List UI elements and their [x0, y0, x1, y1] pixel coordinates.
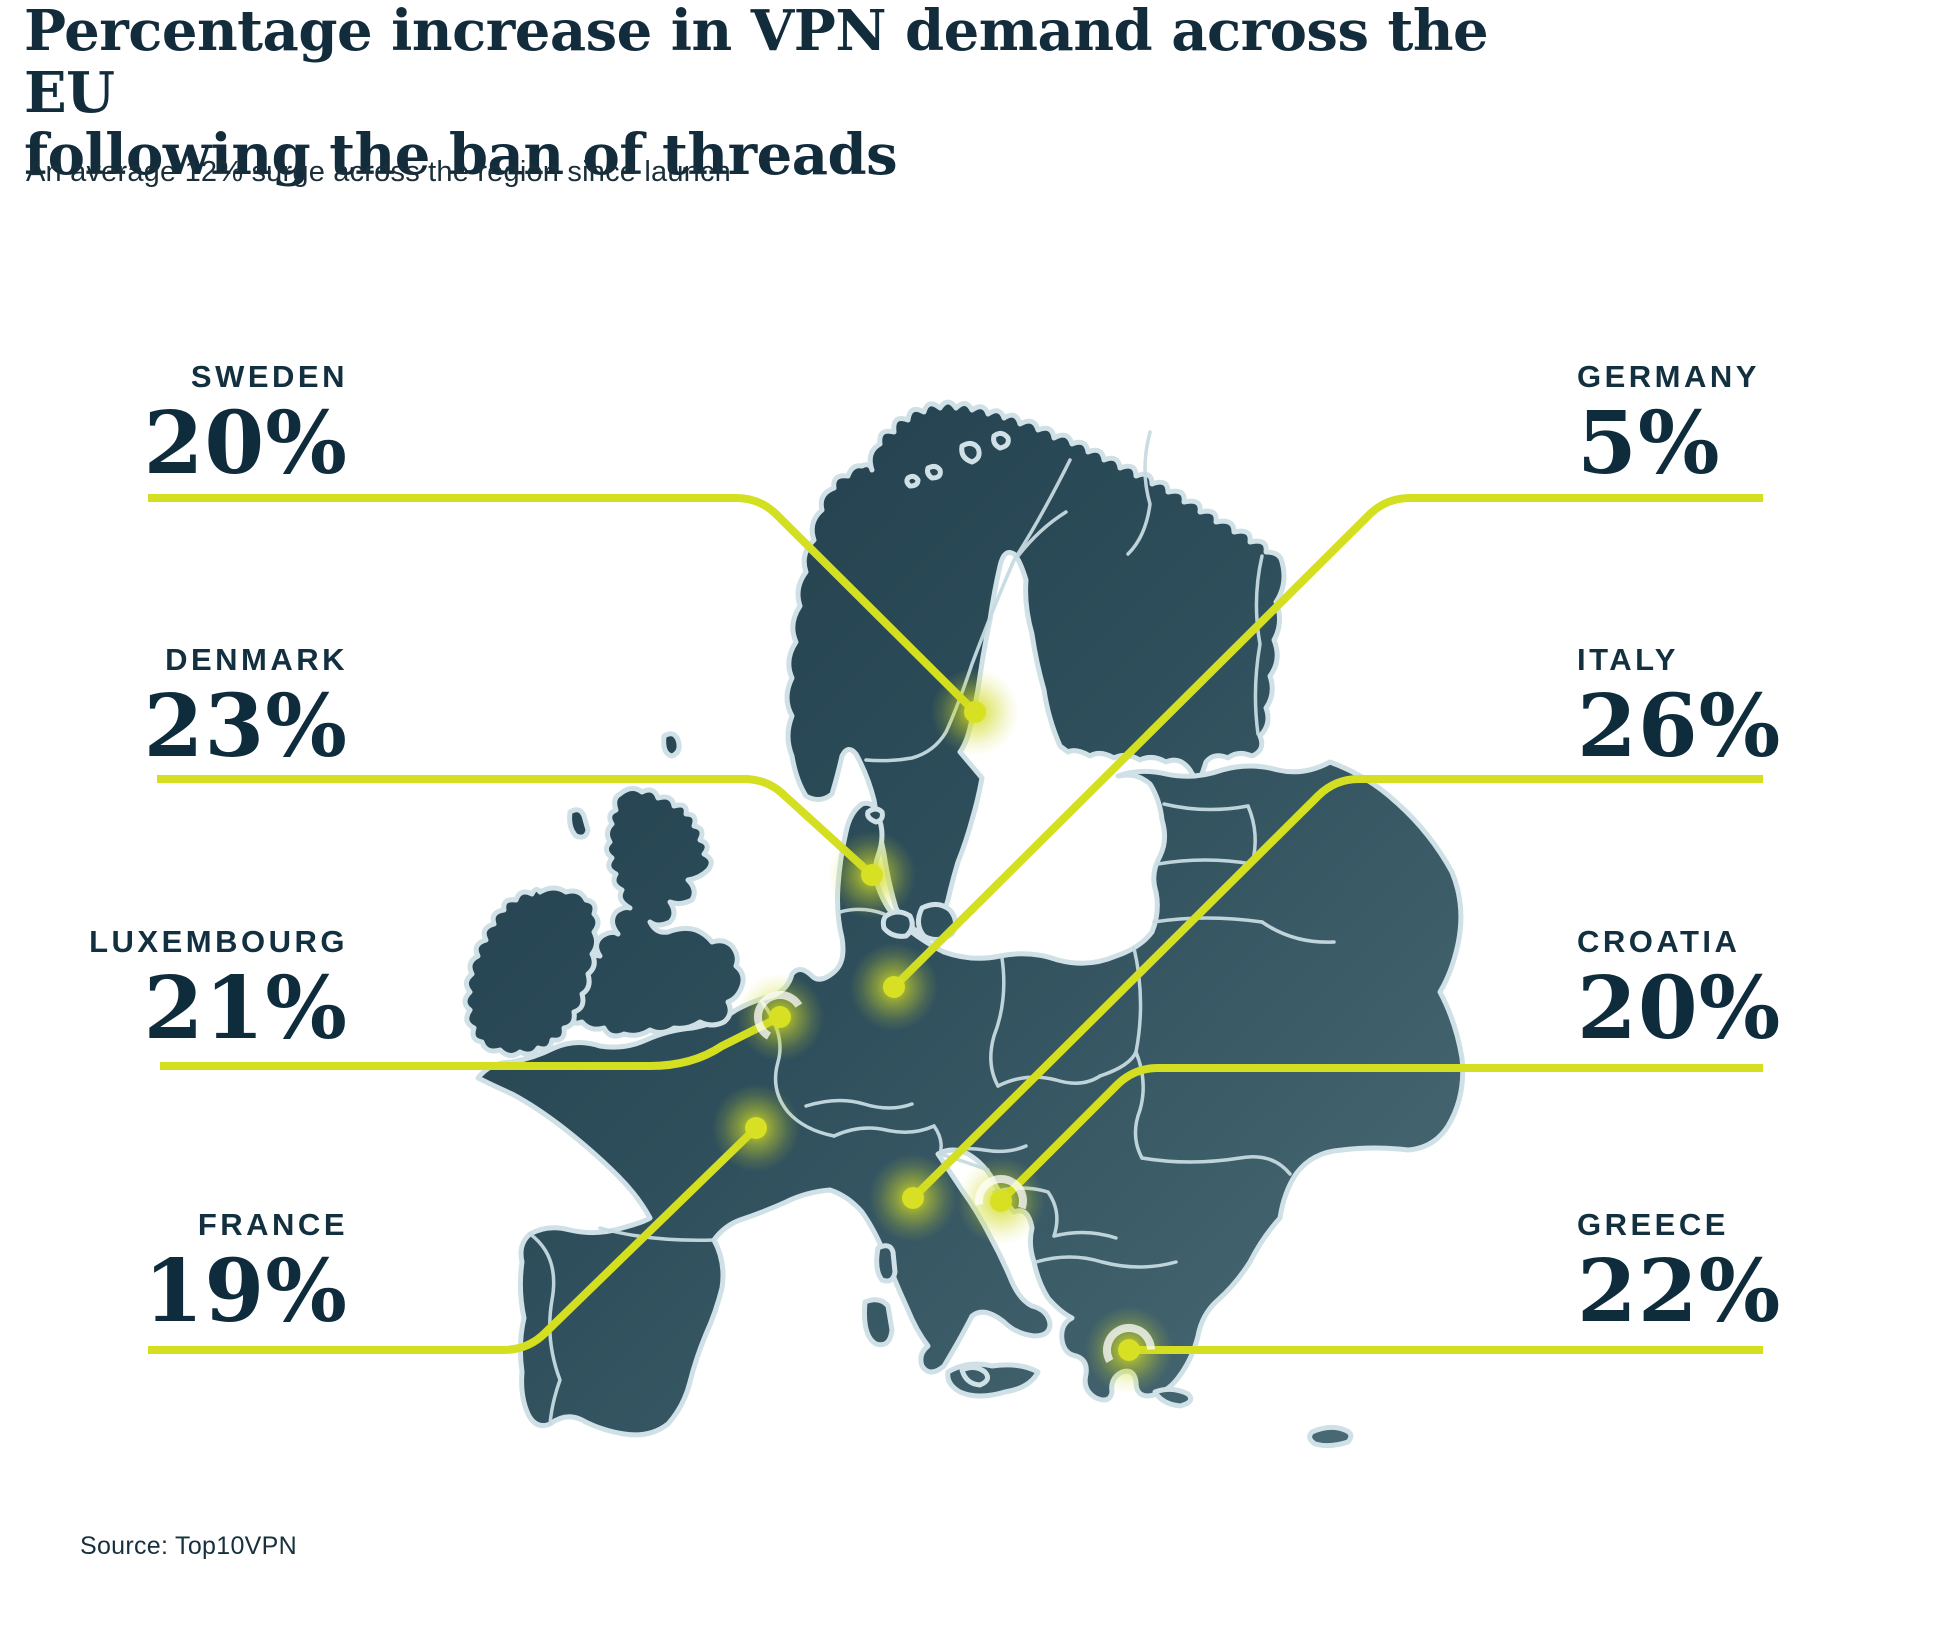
landmass-great-britain [550, 786, 746, 1039]
island-sardinia [862, 1297, 895, 1348]
map-markers [712, 668, 1173, 1394]
callout-line-germany [891, 494, 1763, 990]
island-corsica [874, 1243, 898, 1284]
callout-line-sweden [148, 494, 978, 715]
islet-norway-3 [925, 463, 943, 481]
callout-germany: GERMANY 5% [1577, 360, 1917, 490]
callout-line-croatia [998, 1064, 1763, 1204]
map-marker-croatia [957, 1157, 1045, 1245]
callout-luxembourg: LUXEMBOURG 21% [0, 925, 348, 1055]
island-crete [1307, 1424, 1354, 1449]
value-greece: 22% [1577, 1241, 1782, 1342]
callout-croatia: CROATIA 20% [1577, 925, 1917, 1055]
country-label-greece: GREECE [1577, 1207, 1729, 1242]
value-italy: 26% [1577, 676, 1782, 777]
island-funen [880, 909, 915, 939]
country-label-france: FRANCE [197, 1207, 348, 1242]
value-luxembourg: 21% [143, 958, 348, 1059]
value-germany: 5% [1577, 393, 1721, 494]
callout-line-denmark [157, 775, 875, 878]
country-label-luxembourg: LUXEMBOURG [89, 924, 348, 959]
callout-line-france [148, 1125, 759, 1354]
landmass-ireland [462, 885, 601, 1058]
map-marker-germany [850, 943, 938, 1031]
islet-norway-4 [904, 473, 921, 489]
page-title-line2: following the ban of threads [24, 122, 898, 188]
callout-italy: ITALY 26% [1577, 643, 1917, 773]
map-marker-greece [1085, 1306, 1173, 1394]
country-label-italy: ITALY [1577, 642, 1679, 677]
callout-greece: GREECE 22% [1577, 1208, 1917, 1338]
landmasses [462, 399, 1466, 1449]
value-france: 19% [143, 1241, 348, 1342]
island-kythira [1152, 1386, 1194, 1409]
subtitle: An average 12% surge across the region s… [26, 156, 732, 188]
map-marker-denmark [828, 831, 916, 919]
island-north-jutland [865, 806, 885, 825]
map-marker-luxembourg [736, 973, 824, 1061]
country-label-denmark: DENMARK [165, 642, 348, 677]
island-orkney [661, 731, 682, 759]
map-marker-italy [869, 1154, 957, 1242]
source-credit: Source: Top10VPN [80, 1532, 297, 1560]
page-title-line1: Percentage increase in VPN demand across… [24, 0, 1489, 126]
map-marker-france [712, 1084, 800, 1172]
value-sweden: 20% [143, 393, 348, 494]
islet-norway-2 [991, 430, 1011, 451]
callout-lines [148, 494, 1763, 1354]
value-denmark: 23% [143, 676, 348, 777]
map-marker-sweden [931, 668, 1019, 756]
value-croatia: 20% [1577, 958, 1782, 1059]
callout-sweden: SWEDEN 20% [0, 360, 348, 490]
landmass-mainland-europe [475, 759, 1466, 1438]
callout-line-italy [910, 775, 1763, 1201]
country-label-germany: GERMANY [1577, 359, 1760, 394]
islet-norway-1 [959, 440, 982, 465]
country-label-croatia: CROATIA [1577, 924, 1741, 959]
callout-france: FRANCE 19% [0, 1208, 348, 1338]
callout-denmark: DENMARK 23% [0, 643, 348, 773]
island-hebrides [567, 807, 591, 840]
callout-line-luxembourg [160, 1013, 782, 1070]
landmass-scandinavia [784, 399, 1287, 937]
island-ionian [959, 1364, 991, 1388]
page-title: Percentage increase in VPN demand across… [24, 0, 1544, 186]
country-label-sweden: SWEDEN [190, 359, 348, 394]
